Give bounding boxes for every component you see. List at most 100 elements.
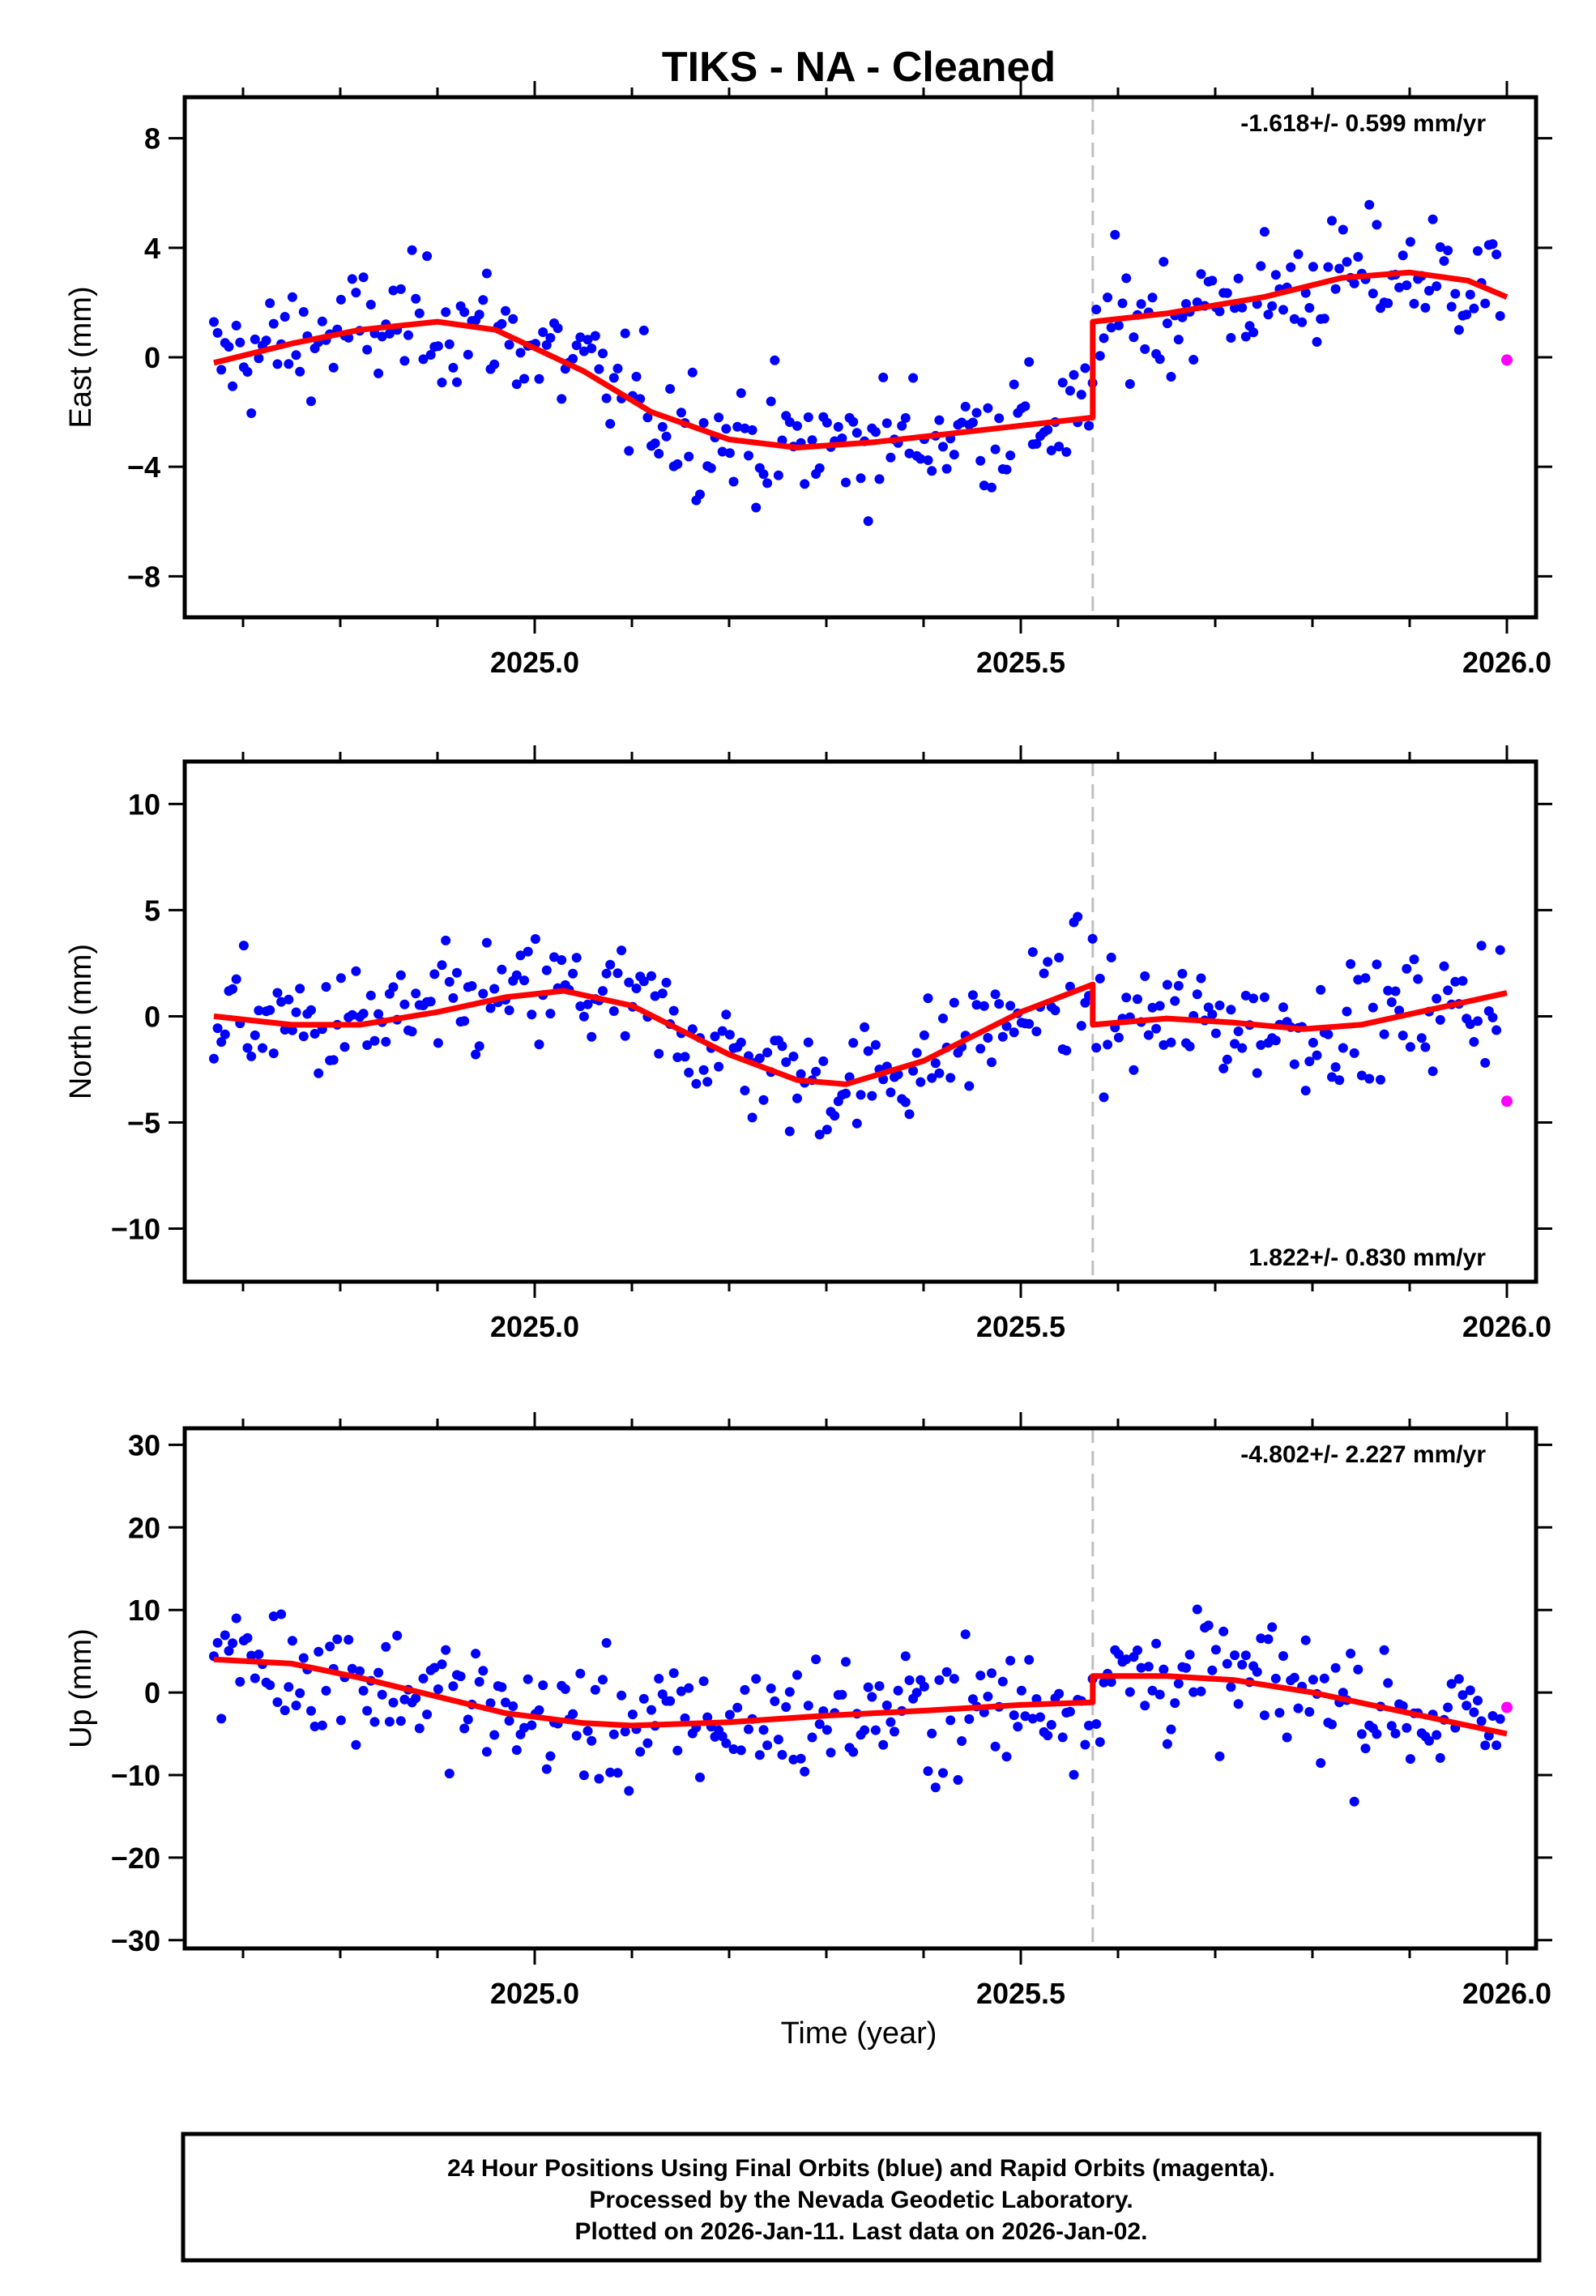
north-data-point bbox=[1338, 1043, 1348, 1053]
up-data-point bbox=[1270, 1673, 1281, 1684]
north-data-point bbox=[1024, 1018, 1035, 1029]
east-data-point bbox=[1286, 262, 1296, 272]
up-data-point bbox=[1192, 1604, 1202, 1615]
north-data-point bbox=[945, 1073, 956, 1083]
up-data-point bbox=[1293, 1703, 1304, 1713]
caption-line-3: Plotted on 2026-Jan-11. Last data on 202… bbox=[575, 2218, 1148, 2245]
north-data-point bbox=[919, 1030, 929, 1040]
east-data-point bbox=[1402, 280, 1412, 291]
north-data-point bbox=[605, 959, 616, 970]
north-data-point bbox=[1159, 1039, 1169, 1050]
north-data-point bbox=[1256, 1039, 1266, 1050]
east-data-point bbox=[1270, 270, 1281, 280]
up-y-tick-label: 20 bbox=[128, 1511, 160, 1544]
east-data-point bbox=[425, 350, 436, 360]
north-data-point bbox=[1103, 1039, 1113, 1050]
north-data-point bbox=[328, 1055, 339, 1065]
north-data-point bbox=[523, 946, 533, 957]
up-final-orbit-points bbox=[209, 1604, 1505, 1807]
up-data-point bbox=[1020, 1711, 1031, 1722]
north-data-point bbox=[448, 992, 459, 1003]
east-data-point bbox=[335, 294, 346, 305]
east-data-point bbox=[1117, 298, 1128, 309]
north-data-point bbox=[309, 1029, 320, 1039]
east-data-point bbox=[724, 448, 735, 459]
east-data-point bbox=[452, 377, 462, 387]
up-data-point bbox=[1446, 1679, 1457, 1689]
east-data-point bbox=[538, 327, 548, 337]
east-y-axis-label: East (mm) bbox=[64, 286, 98, 428]
up-data-point bbox=[1383, 1678, 1393, 1688]
up-data-point bbox=[594, 1773, 604, 1784]
east-data-point bbox=[960, 401, 971, 412]
north-data-point bbox=[878, 1074, 889, 1085]
north-data-point bbox=[1113, 1032, 1124, 1043]
north-data-point bbox=[276, 996, 287, 1007]
east-data-point bbox=[1327, 216, 1337, 226]
up-data-point bbox=[1263, 1634, 1274, 1645]
up-data-point bbox=[1338, 1688, 1348, 1698]
north-data-point bbox=[1420, 1042, 1431, 1052]
up-data-point bbox=[287, 1636, 297, 1646]
east-data-point bbox=[1129, 332, 1139, 343]
north-data-point bbox=[231, 974, 241, 984]
up-data-point bbox=[1166, 1724, 1176, 1735]
north-data-point bbox=[534, 1039, 544, 1050]
up-data-point bbox=[987, 1668, 996, 1679]
east-data-point bbox=[1383, 298, 1393, 309]
east-data-point bbox=[758, 469, 769, 480]
up-y-axis-label: Up (mm) bbox=[64, 1628, 98, 1748]
up-data-point bbox=[927, 1728, 937, 1739]
east-data-point bbox=[459, 307, 470, 318]
up-data-point bbox=[792, 1670, 802, 1680]
up-data-point bbox=[934, 1675, 945, 1685]
up-data-point bbox=[306, 1705, 316, 1716]
up-data-point bbox=[534, 1705, 544, 1715]
north-y-axis-label: North (mm) bbox=[64, 944, 98, 1099]
up-data-point bbox=[770, 1696, 780, 1706]
up-data-point bbox=[1327, 1719, 1337, 1730]
east-data-point bbox=[365, 300, 376, 309]
north-data-point bbox=[295, 984, 305, 994]
up-data-point bbox=[1402, 1722, 1412, 1733]
east-data-point bbox=[1432, 281, 1442, 292]
north-data-point bbox=[904, 1109, 915, 1120]
north-data-point bbox=[1353, 975, 1363, 985]
east-data-point bbox=[1226, 333, 1236, 343]
north-data-point bbox=[351, 966, 361, 976]
up-data-point bbox=[1233, 1699, 1244, 1709]
north-data-point bbox=[485, 1003, 496, 1014]
east-data-point bbox=[306, 396, 316, 407]
up-data-point bbox=[497, 1682, 507, 1692]
up-data-point bbox=[1386, 1721, 1397, 1731]
east-data-point bbox=[744, 450, 753, 461]
east-data-point bbox=[437, 378, 447, 388]
east-data-point bbox=[1024, 356, 1035, 367]
north-data-point bbox=[1278, 1002, 1288, 1013]
north-data-point bbox=[474, 1041, 484, 1052]
up-data-point bbox=[654, 1674, 664, 1684]
north-data-point bbox=[1237, 1043, 1248, 1053]
up-data-point bbox=[1308, 1675, 1318, 1685]
north-data-point bbox=[1304, 1056, 1315, 1067]
north-data-point bbox=[1252, 1068, 1262, 1078]
up-data-point bbox=[1316, 1758, 1326, 1769]
up-data-point bbox=[744, 1724, 753, 1735]
east-data-point bbox=[1147, 292, 1158, 303]
east-data-point bbox=[373, 368, 384, 378]
up-data-point bbox=[1435, 1752, 1445, 1763]
up-data-point bbox=[459, 1723, 470, 1734]
up-data-point bbox=[1462, 1701, 1472, 1711]
east-data-point bbox=[1443, 245, 1453, 256]
north-data-point bbox=[1230, 1039, 1240, 1049]
east-data-point bbox=[971, 408, 982, 418]
north-data-point bbox=[291, 1007, 301, 1018]
east-data-point bbox=[568, 353, 578, 364]
up-data-point bbox=[355, 1666, 365, 1676]
east-data-point bbox=[414, 308, 425, 318]
east-data-point bbox=[1473, 245, 1483, 256]
east-data-point bbox=[1046, 446, 1056, 455]
north-data-point bbox=[923, 993, 933, 1004]
up-data-point bbox=[254, 1649, 264, 1659]
north-data-point bbox=[1413, 974, 1423, 984]
